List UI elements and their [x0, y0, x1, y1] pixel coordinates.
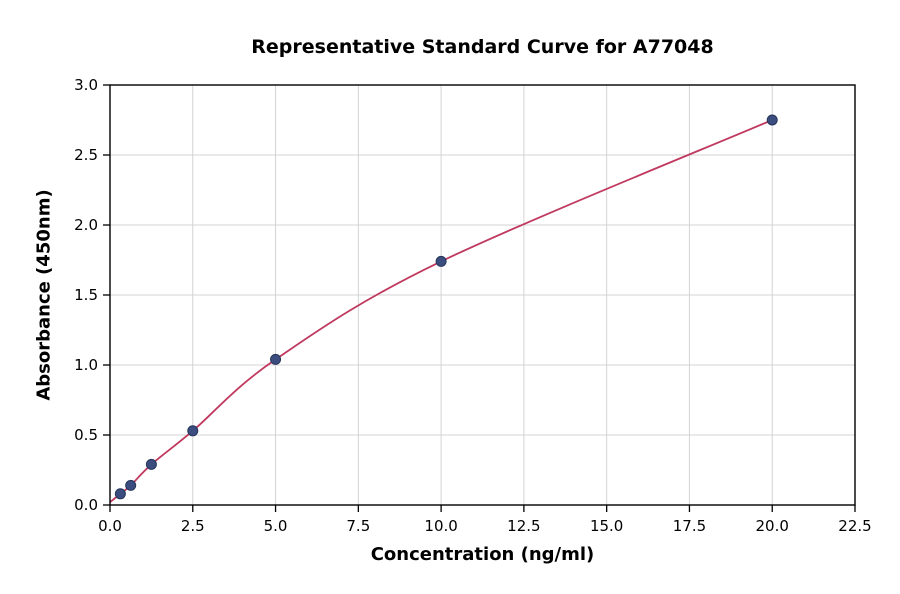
data-point [114, 488, 126, 500]
data-point [187, 425, 199, 437]
data-point [435, 255, 447, 267]
y-tick-label: 0.5 [74, 426, 98, 444]
x-tick-label: 10.0 [424, 517, 457, 535]
y-tick-label: 0.0 [74, 496, 98, 514]
x-tick-label: 22.5 [838, 517, 871, 535]
axes-border [109, 84, 856, 506]
x-tick-label: 7.5 [346, 517, 370, 535]
y-axis-label: Absorbance (450nm) [33, 189, 55, 401]
x-tick-label: 15.0 [590, 517, 623, 535]
x-tick-label: 17.5 [673, 517, 706, 535]
y-tick-label: 3.0 [74, 76, 98, 94]
x-tick-label: 0.0 [98, 517, 122, 535]
data-point [125, 479, 137, 491]
data-point [145, 458, 157, 470]
chart-title: Representative Standard Curve for A77048 [251, 36, 714, 58]
data-point [766, 114, 778, 126]
y-tick-label: 1.0 [74, 356, 98, 374]
x-tick-label: 20.0 [756, 517, 789, 535]
x-tick-label: 12.5 [507, 517, 540, 535]
x-tick-label: 5.0 [264, 517, 288, 535]
y-tick-label: 2.5 [74, 146, 98, 164]
y-tick-label: 1.5 [74, 286, 98, 304]
y-tick-label: 2.0 [74, 216, 98, 234]
fit-curve [109, 119, 773, 503]
x-tick-label: 2.5 [181, 517, 205, 535]
x-axis-label: Concentration (ng/ml) [370, 544, 595, 565]
data-point [270, 353, 282, 365]
